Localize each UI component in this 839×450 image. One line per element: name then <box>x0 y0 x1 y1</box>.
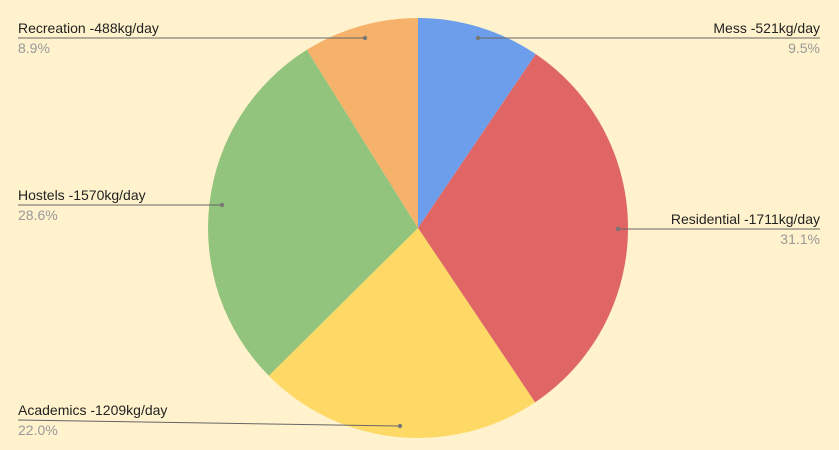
leader-dot-residential <box>615 226 621 232</box>
slice-percent-mess: 9.5% <box>788 40 820 56</box>
leader-line-academics <box>17 419 401 427</box>
slice-percent-hostels: 28.6% <box>18 207 58 223</box>
leader-dot-mess <box>475 35 481 41</box>
leader-dot-recreation <box>362 35 368 41</box>
pie-slice-academics <box>268 228 536 439</box>
slice-label-recreation: Recreation -488kg/day <box>18 20 159 36</box>
slice-label-residential: Residential -1711kg/day <box>671 211 820 227</box>
pie-slice-residential <box>418 54 628 403</box>
pie-slice-recreation <box>306 17 418 228</box>
slice-label-hostels: Hostels -1570kg/day <box>18 187 146 203</box>
pie-slice-mess <box>418 18 536 228</box>
leader-dot-academics <box>397 423 403 429</box>
leader-dot-hostels <box>219 202 225 208</box>
slice-label-mess: Mess -521kg/day <box>713 20 820 36</box>
slice-label-academics: Academics -1209kg/day <box>18 402 167 418</box>
slice-percent-recreation: 8.9% <box>18 40 50 56</box>
pie-slice-hostels <box>207 49 418 376</box>
slice-percent-residential: 31.1% <box>780 231 820 247</box>
slice-percent-academics: 22.0% <box>18 422 58 438</box>
